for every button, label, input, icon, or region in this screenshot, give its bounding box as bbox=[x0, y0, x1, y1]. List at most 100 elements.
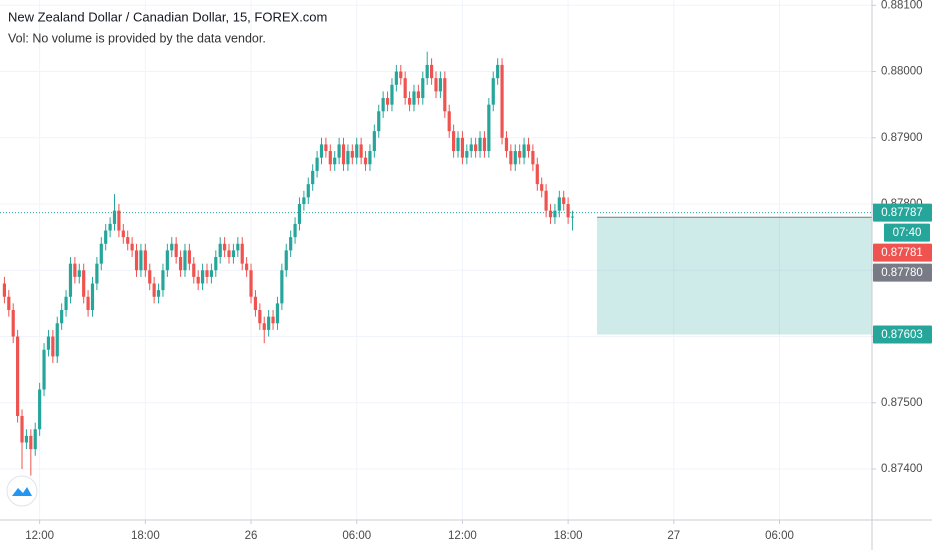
candle-body bbox=[73, 263, 77, 277]
candle-body bbox=[306, 184, 310, 198]
candle-body bbox=[121, 230, 125, 238]
candle-body bbox=[385, 98, 390, 105]
candle-body bbox=[183, 250, 187, 271]
candle-body bbox=[112, 210, 117, 224]
y-tick-label: 0.87400 bbox=[881, 463, 923, 475]
candle-body bbox=[152, 283, 156, 297]
candle-body bbox=[42, 349, 46, 390]
candle-body bbox=[328, 151, 332, 165]
candle-body bbox=[399, 71, 403, 79]
candle-body bbox=[161, 270, 165, 291]
candle-body bbox=[487, 104, 491, 152]
chart-title: New Zealand Dollar / Canadian Dollar, 15… bbox=[8, 9, 327, 24]
candle-body bbox=[275, 303, 280, 324]
candle-body bbox=[350, 151, 354, 158]
price-badge bbox=[873, 325, 932, 344]
candle-body bbox=[363, 157, 368, 165]
candle-body bbox=[64, 296, 68, 311]
candle-body bbox=[156, 290, 161, 297]
candle-body bbox=[474, 144, 478, 152]
candle-body bbox=[315, 157, 319, 171]
candle-body bbox=[104, 230, 108, 244]
price-badge bbox=[873, 263, 932, 282]
x-tick-label: 18:00 bbox=[131, 530, 160, 542]
candle-body bbox=[77, 270, 81, 277]
candle-body bbox=[51, 336, 55, 357]
candle-body bbox=[68, 263, 73, 297]
candle-body bbox=[544, 190, 548, 211]
price-badge-label: 0.87787 bbox=[881, 207, 923, 219]
candle-body bbox=[557, 197, 561, 211]
candles bbox=[2, 51, 575, 476]
price-badge-label: 0.87603 bbox=[881, 329, 923, 341]
candle-body bbox=[227, 250, 231, 258]
candle-body bbox=[143, 250, 147, 271]
candle-body bbox=[460, 137, 465, 158]
candle-body bbox=[319, 144, 324, 158]
candle-body bbox=[33, 429, 37, 450]
candle-body bbox=[324, 144, 328, 152]
countdown-label: 07:40 bbox=[893, 227, 922, 239]
candle-body bbox=[522, 144, 526, 158]
candle-body bbox=[258, 310, 262, 324]
candle-body bbox=[526, 144, 531, 152]
candle-body bbox=[60, 310, 64, 324]
candle-body bbox=[126, 237, 130, 244]
candle-body bbox=[390, 84, 394, 105]
logo[interactable] bbox=[6, 475, 38, 507]
candle-body bbox=[218, 243, 222, 258]
candle-body bbox=[7, 296, 11, 311]
candle-body bbox=[531, 151, 535, 165]
candle-body bbox=[178, 257, 183, 271]
candle-body bbox=[355, 144, 359, 158]
candle-body bbox=[82, 270, 86, 297]
candle-body bbox=[253, 296, 258, 311]
y-tick-label: 0.87500 bbox=[881, 397, 923, 409]
candle-body bbox=[245, 263, 249, 271]
candle-body bbox=[55, 323, 59, 357]
candle-body bbox=[478, 137, 482, 152]
candle-body bbox=[509, 151, 513, 165]
candle-body bbox=[205, 270, 209, 277]
candle-body bbox=[20, 416, 24, 443]
price-badge-label: 0.87780 bbox=[881, 267, 923, 279]
price-badge-label: 0.87781 bbox=[881, 247, 923, 259]
candle-body bbox=[223, 243, 227, 251]
candle-body bbox=[134, 250, 139, 271]
candle-body bbox=[284, 250, 288, 271]
candle-body bbox=[482, 137, 487, 152]
candle-body bbox=[548, 210, 553, 218]
candle-body bbox=[346, 151, 350, 165]
x-tick-label: 12:00 bbox=[25, 530, 54, 542]
countdown-badge bbox=[884, 223, 930, 242]
candle-body bbox=[130, 243, 134, 251]
candle-body bbox=[139, 250, 143, 271]
price-badge bbox=[873, 203, 932, 222]
candle-body bbox=[29, 435, 33, 450]
candle-body bbox=[562, 197, 566, 205]
candle-body bbox=[240, 243, 244, 264]
candle-body bbox=[429, 64, 434, 79]
candle-body bbox=[377, 111, 381, 132]
candle-body bbox=[372, 131, 376, 152]
candle-body bbox=[456, 137, 460, 152]
candle-body bbox=[302, 197, 306, 205]
candle-body bbox=[553, 210, 557, 218]
candle-body bbox=[412, 91, 416, 105]
candle-body bbox=[267, 316, 271, 330]
candle-body bbox=[434, 78, 438, 92]
candle-body bbox=[117, 210, 121, 231]
candle-body bbox=[421, 78, 425, 99]
candle-body bbox=[570, 216, 575, 218]
y-tick-label: 0.88100 bbox=[881, 0, 923, 11]
candle-body bbox=[394, 71, 398, 85]
y-tick-label: 0.88000 bbox=[881, 66, 923, 78]
candle-body bbox=[200, 270, 205, 284]
candle-body bbox=[513, 151, 517, 165]
candle-body bbox=[491, 78, 495, 105]
candle-body bbox=[289, 237, 293, 251]
candle-body bbox=[297, 204, 302, 224]
x-tick-label: 18:00 bbox=[554, 530, 583, 542]
